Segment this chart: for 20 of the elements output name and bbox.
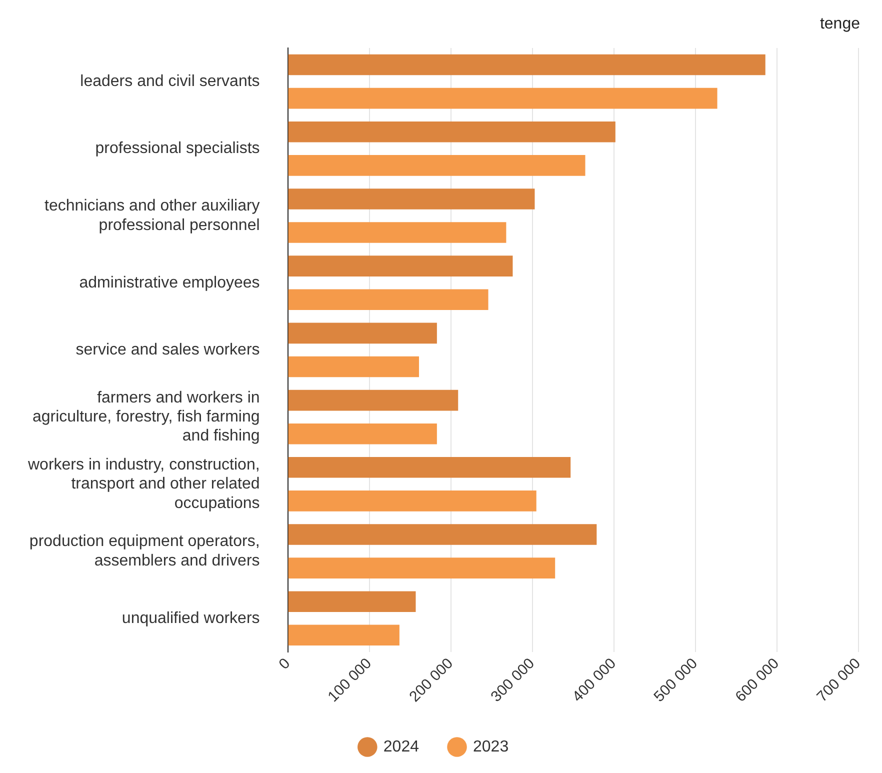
x-tick-label: 0 — [276, 655, 294, 673]
x-tick-label: 600 000 — [732, 655, 783, 706]
y-tick-label: technicians and other auxiliary professional personnel — [44, 198, 260, 234]
x-tick-label: 200 000 — [406, 655, 457, 706]
y-tick-label: workers in industry, construction, transport and other related occupations — [26, 456, 260, 512]
y-tick-label: professional specialists — [95, 140, 260, 158]
y-tick-label: production equipment operators, assemblers and drivers — [29, 533, 260, 570]
x-tick-label: 700 000 — [814, 655, 864, 706]
y-tick-label: leaders and civil servants — [80, 72, 260, 90]
x-tick-label: 100 000 — [324, 655, 376, 706]
y-tick-label: unqualified workers — [122, 610, 260, 627]
legend-label: 2023 — [473, 738, 509, 756]
y-tick-label: service and sales workers — [76, 341, 260, 358]
y-tick-label: farmers and workers in agriculture, forestry, fish farming and fishing — [32, 389, 260, 445]
x-tick-label: 300 000 — [488, 655, 538, 706]
x-axis-title: tenge — [820, 15, 860, 32]
x-tick-label: 500 000 — [650, 655, 702, 706]
x-tick-label: 400 000 — [569, 655, 620, 706]
y-tick-label: administrative employees — [79, 274, 260, 292]
legend-label: 2024 — [383, 738, 420, 756]
